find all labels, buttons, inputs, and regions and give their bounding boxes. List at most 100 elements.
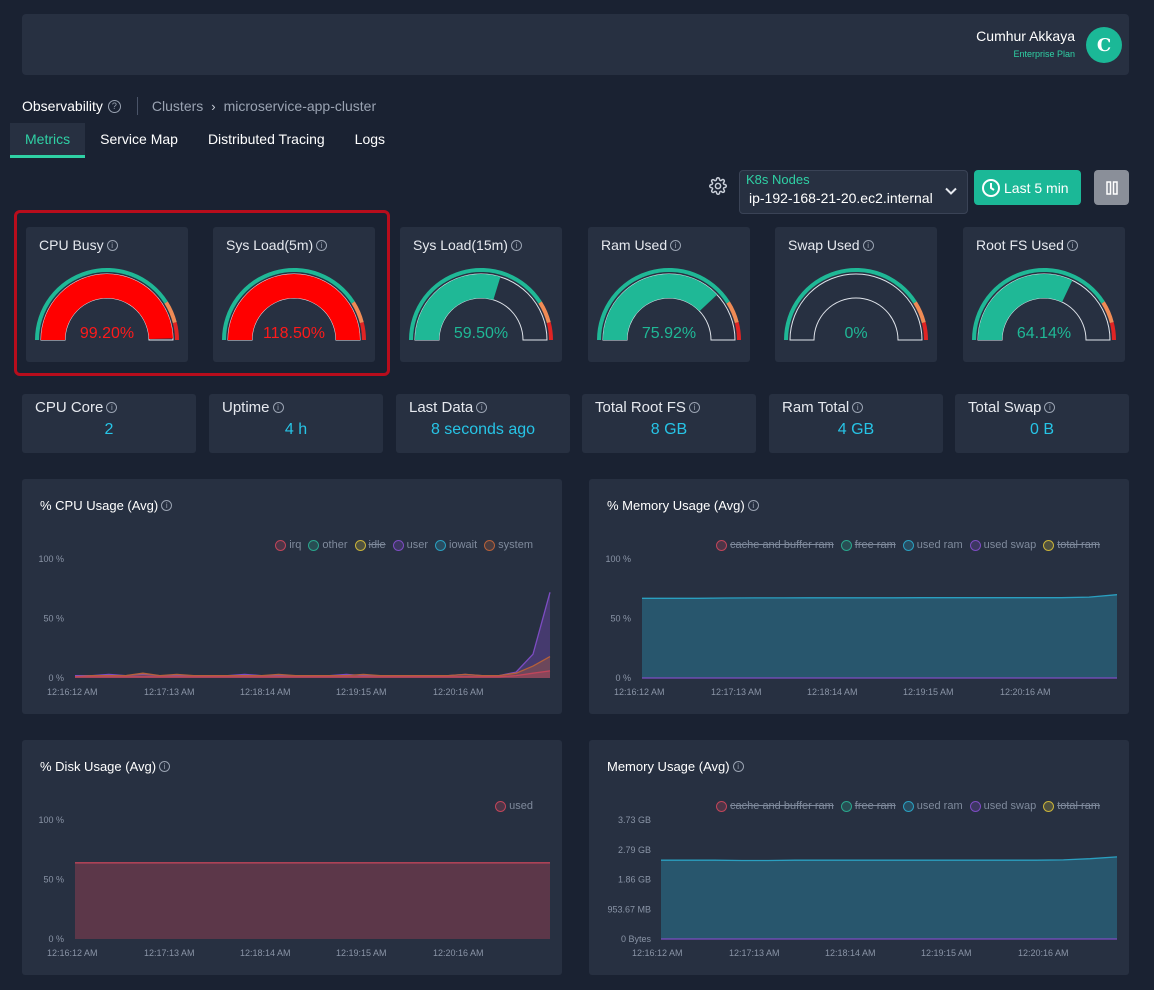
x-tick-label: 12:20:16 AM (1018, 948, 1069, 958)
node-select[interactable]: K8s Nodes ip-192-168-21-20.ec2.internal (739, 170, 968, 214)
pause-button[interactable] (1094, 170, 1129, 205)
gauge-value: 99.20% (79, 325, 135, 342)
legend-dot (902, 539, 914, 551)
breadcrumb-cluster: microservice-app-cluster (223, 98, 377, 114)
info-icon[interactable]: i (670, 239, 682, 251)
chart-plot: 3.73 GB 2.79 GB 1.86 GB 953.67 MB 0 Bytes 12:… (607, 815, 1118, 958)
breadcrumb-clusters[interactable]: Clusters (151, 98, 204, 114)
legend-dot (840, 539, 852, 551)
legend-dot (1043, 800, 1055, 812)
legend-label: used ram (916, 539, 963, 551)
tab-logs[interactable]: Logs (354, 131, 386, 147)
legend-item[interactable]: cache and buffer ram (716, 800, 834, 812)
breadcrumb-app[interactable]: Observability (22, 98, 103, 114)
chart-plot: 100 % 50 % 0 % 12:16:12 AM 12:17:13 AM 12:18:… (38, 554, 551, 697)
user-name: Cumhur Akkaya (976, 28, 1075, 44)
stat-value: 4 h (284, 421, 308, 438)
gauge-threshold-orange (913, 301, 926, 324)
y-tick-label: 1.86 GB (618, 875, 651, 885)
legend-item[interactable]: used (495, 800, 533, 812)
legend-item[interactable]: used ram (902, 539, 963, 551)
stat-title-text: Ram Total (782, 399, 850, 416)
info-icon[interactable]: i (476, 402, 488, 413)
gauge-threshold-orange (164, 301, 177, 324)
series-line (661, 856, 1118, 862)
x-tick-label: 12:20:16 AM (433, 687, 484, 697)
stat-title: Total Swap i (968, 399, 1056, 416)
chart-card-cpu-usage: % CPU Usage (Avg) i 100 % 50 % 0 % 12:16:12 … (22, 479, 562, 714)
info-icon[interactable]: i (510, 239, 522, 251)
tab-service-map[interactable]: Service Map (100, 131, 178, 147)
stat-total-swap: Total Swap i 0 B (955, 394, 1129, 453)
legend-item[interactable]: system (484, 539, 533, 551)
tab-distributed-tracing[interactable]: Distributed Tracing (207, 131, 325, 147)
legend-dot (484, 539, 496, 551)
y-tick-label: 50 % (43, 614, 64, 624)
y-tick-label: 50 % (43, 875, 64, 885)
legend-item[interactable]: free ram (840, 539, 896, 551)
x-tick-label: 12:19:15 AM (336, 687, 387, 697)
legend-label: cache and buffer ram (730, 539, 834, 551)
legend-item[interactable]: irq (275, 539, 301, 551)
legend-item[interactable]: total ram (1043, 539, 1100, 551)
info-icon[interactable]: i (161, 500, 173, 511)
gauge-title: Ram Used i (601, 237, 682, 253)
legend-item[interactable]: free ram (840, 800, 896, 812)
info-icon[interactable]: i (852, 402, 864, 413)
gauge-title-text: Sys Load(15m) (413, 237, 508, 253)
x-tick-label: 12:20:16 AM (433, 948, 484, 958)
legend-item[interactable]: cache and buffer ram (716, 539, 834, 551)
legend-item[interactable]: iowait (435, 539, 477, 551)
gauge-track (789, 273, 923, 341)
legend-dot (1043, 539, 1055, 551)
gear-icon[interactable] (709, 177, 727, 195)
help-icon[interactable]: ? (107, 99, 121, 113)
user-info[interactable]: Cumhur Akkaya Enterprise Plan (976, 28, 1075, 59)
x-tick-label: 12:16:12 AM (614, 687, 665, 697)
x-tick-label: 12:19:15 AM (336, 948, 387, 958)
time-range-button[interactable]: Last 5 min (974, 170, 1081, 205)
gauge-title-text: Sys Load(5m) (226, 237, 314, 253)
info-icon[interactable]: i (862, 239, 874, 251)
info-icon[interactable]: i (688, 402, 700, 413)
series-line (642, 594, 1118, 599)
info-icon[interactable]: i (272, 402, 284, 413)
gauge-value: 75.92% (641, 325, 697, 342)
info-icon[interactable]: i (1044, 402, 1056, 413)
gauge-value: 64.14% (1016, 325, 1072, 342)
chart-card-memory-usage: Memory Usage (Avg) i 3.73 GB 2.79 GB 1.86 G… (589, 740, 1129, 975)
tab-metrics[interactable]: Metrics (10, 123, 86, 158)
gauge-title-text: Ram Used (601, 237, 668, 253)
info-icon[interactable]: i (316, 239, 328, 251)
gauge-card-sys-load-15m: Sys Load(15m) i 59.50% (400, 227, 562, 362)
legend-item[interactable]: used ram (902, 800, 963, 812)
info-icon[interactable]: i (159, 761, 171, 772)
info-icon[interactable]: i (747, 500, 759, 511)
info-icon[interactable]: i (106, 239, 118, 251)
gauge-card-cpu-busy: CPU Busy i 99.20% (26, 227, 188, 362)
chart-title: % CPU Usage (Avg) i (40, 498, 173, 513)
chart-legend: cache and buffer ram free ram used ram used… (716, 539, 1107, 551)
legend-item[interactable]: user (392, 539, 428, 551)
legend-item[interactable]: idle (354, 539, 386, 551)
legend-item[interactable]: other (308, 539, 348, 551)
legend-dot (969, 800, 981, 812)
stat-title: Total Root FS i (595, 399, 700, 416)
gauge-chart (784, 268, 928, 341)
info-icon[interactable]: i (1066, 239, 1078, 251)
x-tick-label: 12:16:12 AM (632, 948, 683, 958)
info-icon[interactable]: i (106, 402, 118, 413)
gauge-value: 118.50% (263, 325, 325, 342)
x-tick-label: 12:17:13 AM (729, 948, 780, 958)
y-tick-label: 2.79 GB (618, 845, 651, 855)
info-icon[interactable]: i (732, 761, 744, 772)
legend-item[interactable]: used swap (969, 800, 1036, 812)
stat-value: 4 GB (837, 421, 875, 438)
chart-legend: cache and buffer ram free ram used ram used… (716, 800, 1107, 812)
avatar[interactable]: C (1086, 27, 1122, 63)
legend-item[interactable]: used swap (969, 539, 1036, 551)
chart-legend: used (495, 800, 540, 812)
stat-last-data: Last Data i 8 seconds ago (396, 394, 570, 453)
stat-title-text: CPU Core (35, 399, 104, 416)
legend-item[interactable]: total ram (1043, 800, 1100, 812)
